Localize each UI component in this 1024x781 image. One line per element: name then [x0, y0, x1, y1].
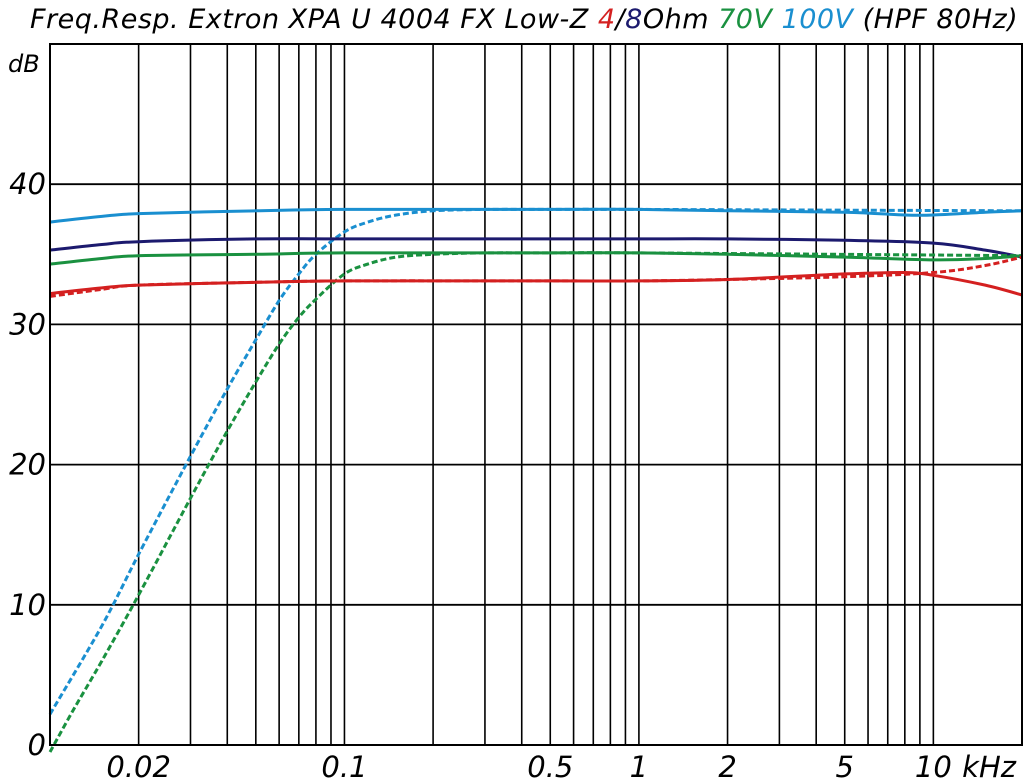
y-tick-label: 20: [9, 448, 46, 482]
x-tick-label: 0.5: [527, 750, 573, 781]
y-tick-label: 10: [9, 588, 46, 622]
series-line-6: [49, 255, 1023, 298]
x-tick-label: 1: [630, 750, 648, 781]
y-tick-label: 40: [9, 167, 46, 201]
plot-frame: [49, 43, 1023, 746]
series-line-1: [48, 207, 1023, 715]
x-tick-label: 10: [915, 750, 952, 781]
title-part: Freq.Resp. Extron XPA U 4004 FX Low-Z: [30, 4, 598, 35]
title-part: /: [615, 4, 626, 35]
y-tick-label: 0: [28, 728, 46, 762]
series-line-2: [49, 237, 1023, 259]
title-part: 8: [625, 4, 643, 35]
title-part: 70V: [718, 4, 782, 35]
x-tick-label: 2: [718, 750, 736, 781]
title-part: 4: [597, 4, 616, 35]
x-tick-label: 5: [835, 750, 853, 781]
chart-title: Freq.Resp. Extron XPA U 4004 FX Low-Z 4/…: [30, 4, 1018, 40]
title-part: Ohm: [642, 4, 719, 35]
series-line-4: [48, 251, 1023, 753]
y-tick-label: 30: [9, 307, 46, 341]
x-tick-label: 0.02: [106, 750, 171, 781]
title-part: 100V: [781, 4, 863, 35]
title-part: (HPF 80Hz): [862, 4, 1019, 35]
x-tick-label: 0.1: [321, 750, 367, 781]
y-axis-label: dB: [8, 50, 40, 78]
x-axis-unit-label: kHz: [962, 750, 1017, 781]
